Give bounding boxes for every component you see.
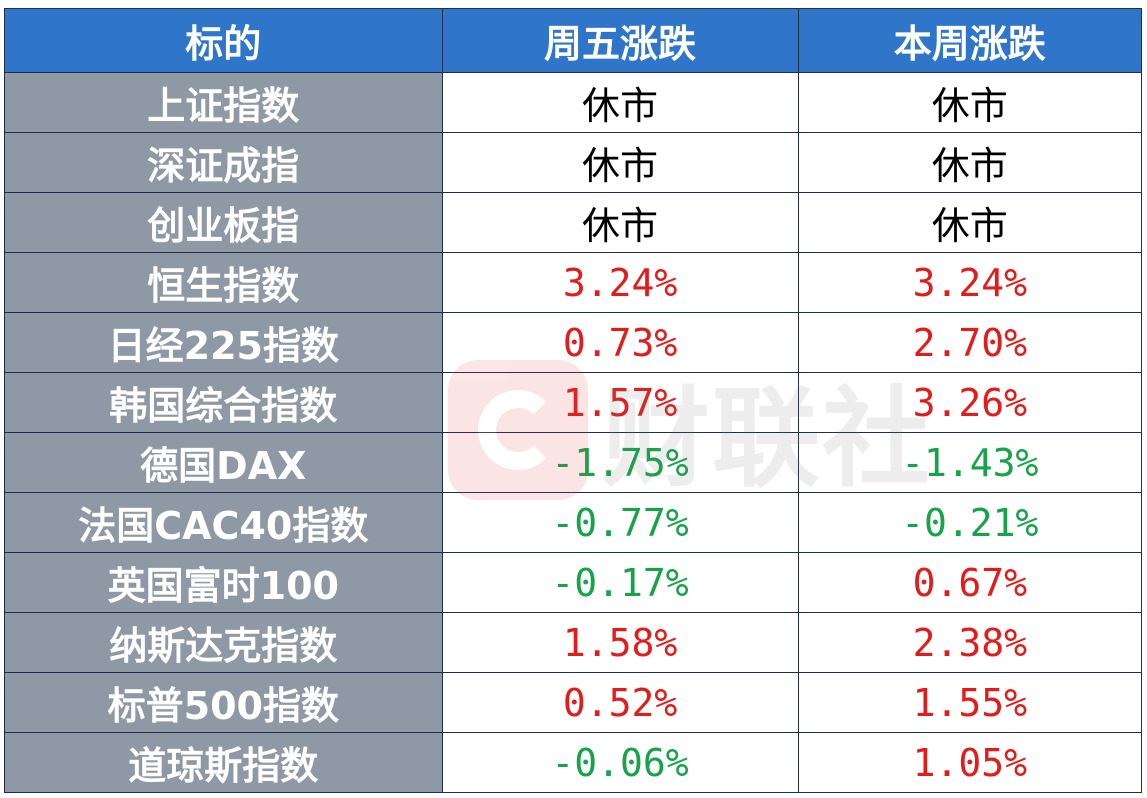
week-change: 3.26% [797,372,1143,433]
index-name: 日经225指数 [4,312,443,373]
index-name: 英国富时100 [4,552,443,613]
index-name: 道琼斯指数 [4,732,443,793]
friday-change: 休市 [441,132,799,193]
table-row: 深证成指 休市 休市 [4,132,1143,193]
table-row: 上证指数 休市 休市 [4,72,1143,133]
header-friday-change: 周五涨跌 [441,8,799,73]
index-name: 恒生指数 [4,252,443,313]
friday-change: -1.75% [441,432,799,493]
table-row: 韩国综合指数 1.57% 3.26% [4,372,1143,433]
week-change: 1.55% [797,672,1143,733]
index-name: 德国DAX [4,432,443,493]
header-week-change: 本周涨跌 [797,8,1143,73]
week-change: 1.05% [797,732,1143,793]
friday-change: 0.73% [441,312,799,373]
week-change: 休市 [797,132,1143,193]
friday-change: -0.17% [441,552,799,613]
friday-change: 休市 [441,192,799,253]
table-row: 标普500指数 0.52% 1.55% [4,672,1143,733]
table-row: 英国富时100 -0.17% 0.67% [4,552,1143,613]
friday-change: 0.52% [441,672,799,733]
friday-change: -0.77% [441,492,799,553]
week-change: 2.70% [797,312,1143,373]
friday-change: 3.24% [441,252,799,313]
table-row: 法国CAC40指数 -0.77% -0.21% [4,492,1143,553]
week-change: 2.38% [797,612,1143,673]
index-name: 韩国综合指数 [4,372,443,433]
week-change: -1.43% [797,432,1143,493]
index-name: 标普500指数 [4,672,443,733]
table-row: 日经225指数 0.73% 2.70% [4,312,1143,373]
week-change: 休市 [797,192,1143,253]
header-underlying: 标的 [4,8,443,73]
table-row: 恒生指数 3.24% 3.24% [4,252,1143,313]
index-name: 深证成指 [4,132,443,193]
header-row: 标的 周五涨跌 本周涨跌 [4,8,1143,73]
week-change: -0.21% [797,492,1143,553]
index-performance-table: 标的 周五涨跌 本周涨跌 上证指数 休市 休市 深证成指 休市 休市 创业板指 休市 休市 … [4,8,1143,793]
friday-change: -0.06% [441,732,799,793]
table-row: 纳斯达克指数 1.58% 2.38% [4,612,1143,673]
table-body: 上证指数 休市 休市 深证成指 休市 休市 创业板指 休市 休市 恒生指数 3.24% 3.24… [4,72,1143,793]
week-change: 3.24% [797,252,1143,313]
table-row: 德国DAX -1.75% -1.43% [4,432,1143,493]
friday-change: 休市 [441,72,799,133]
index-name: 纳斯达克指数 [4,612,443,673]
week-change: 休市 [797,72,1143,133]
table-row: 道琼斯指数 -0.06% 1.05% [4,732,1143,793]
index-name: 法国CAC40指数 [4,492,443,553]
index-name: 上证指数 [4,72,443,133]
friday-change: 1.57% [441,372,799,433]
index-name: 创业板指 [4,192,443,253]
friday-change: 1.58% [441,612,799,673]
week-change: 0.67% [797,552,1143,613]
table-row: 创业板指 休市 休市 [4,192,1143,253]
